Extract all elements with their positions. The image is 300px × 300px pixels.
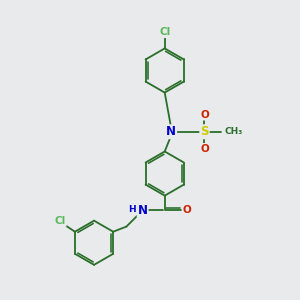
Text: CH₃: CH₃ [225, 127, 243, 136]
Text: S: S [200, 125, 209, 138]
Text: Cl: Cl [159, 27, 170, 37]
Text: O: O [182, 206, 191, 215]
Text: O: O [200, 144, 209, 154]
Text: H: H [128, 205, 136, 214]
Text: N: N [166, 125, 176, 138]
Text: N: N [138, 204, 148, 217]
Text: Cl: Cl [55, 216, 66, 226]
Text: O: O [200, 110, 209, 120]
